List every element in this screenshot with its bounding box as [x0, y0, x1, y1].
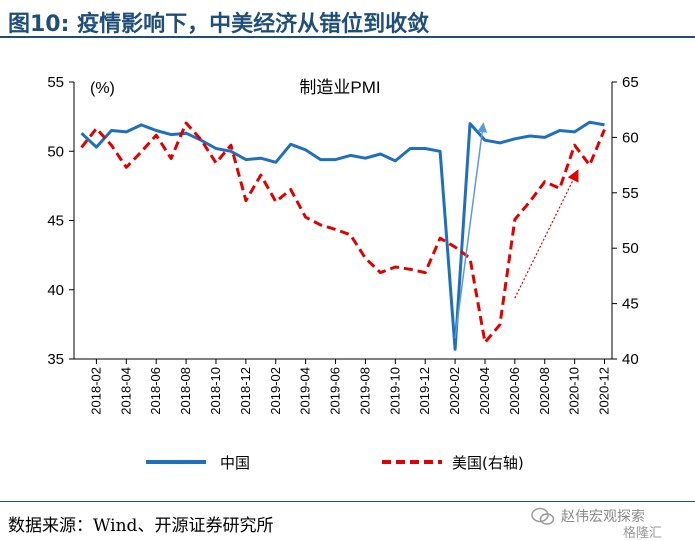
x-tick-label: 2018-04 [118, 367, 133, 415]
right-tick-label: 55 [622, 185, 639, 202]
watermark: 赵伟宏观探索 格隆汇 [527, 500, 687, 541]
legend: 中国 美国(右轴) [146, 454, 524, 472]
x-tick-label: 2018-08 [178, 367, 193, 415]
x-tick-label: 2019-12 [417, 367, 432, 415]
x-tick-label: 2018-02 [88, 367, 103, 415]
series-line-china [80, 120, 605, 351]
x-tick-label: 2020-10 [567, 367, 582, 415]
title-divider [0, 36, 695, 38]
x-tick-label: 2019-08 [357, 367, 372, 415]
x-tick-label: 2020-12 [597, 367, 612, 415]
watermark-logo: 格隆汇 [623, 526, 663, 541]
series-line-usa [80, 121, 606, 344]
source-note: 数据来源：Wind、开源证券研究所 [8, 516, 274, 536]
left-tick-label: 35 [47, 351, 64, 368]
left-tick-label: 40 [47, 282, 64, 299]
x-tick-label: 2020-08 [537, 367, 552, 415]
annotation-layer [454, 122, 579, 339]
x-tick-label: 2020-06 [507, 367, 522, 415]
left-tick-label: 55 [47, 74, 64, 91]
x-tick-label: 2019-02 [268, 367, 283, 415]
axes-layer: 55 50 45 40 35 65 60 55 50 45 40 2018-02 2018-04 2018… [47, 74, 638, 415]
x-tick-label: 2018-10 [208, 367, 223, 415]
pmi-chart: 55 50 45 40 35 65 60 55 50 45 40 2018-02 2018-04 2018… [47, 74, 638, 472]
legend-label-usa: 美国(右轴) [452, 454, 524, 472]
footer-divider [0, 501, 695, 502]
right-tick-label: 50 [622, 240, 639, 257]
wechat-icon [531, 507, 555, 525]
left-tick-label: 45 [47, 213, 64, 230]
series-layer [80, 120, 606, 351]
x-tick-label: 2019-04 [298, 367, 313, 415]
left-axis-unit: (%) [90, 80, 115, 97]
x-tick-label: 2020-02 [447, 367, 462, 415]
chart-title: 制造业PMI [299, 78, 380, 97]
left-tick-label: 50 [47, 143, 64, 160]
right-tick-label: 60 [622, 129, 639, 146]
x-tick-label: 2019-06 [328, 367, 343, 415]
figure-title: 图10: 疫情影响下，中美经济从错位到收敛 [8, 12, 430, 37]
x-tick-label: 2019-10 [387, 367, 402, 415]
right-tick-label: 40 [622, 351, 639, 368]
usa-recovery-arrow [514, 169, 579, 299]
legend-label-china: 中国 [220, 454, 250, 472]
watermark-label: 赵伟宏观探索 [561, 509, 645, 525]
x-tick-label: 2018-06 [148, 367, 163, 415]
x-tick-label: 2018-12 [238, 367, 253, 415]
china-rebound-arrow [454, 122, 488, 339]
x-tick-label: 2020-04 [477, 367, 492, 415]
title-bar: 图10: 疫情影响下，中美经济从错位到收敛 [0, 0, 695, 38]
right-tick-label: 65 [622, 74, 639, 91]
right-tick-label: 45 [622, 296, 639, 313]
